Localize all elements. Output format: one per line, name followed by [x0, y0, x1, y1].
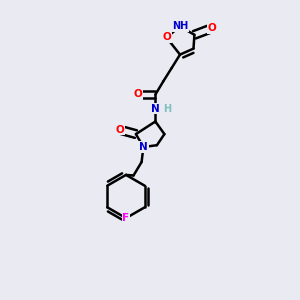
Text: O: O — [207, 23, 216, 33]
Text: N: N — [139, 142, 148, 152]
Text: F: F — [122, 213, 130, 223]
Text: O: O — [115, 124, 124, 135]
Text: NH: NH — [172, 21, 188, 31]
Text: O: O — [133, 89, 142, 100]
Text: O: O — [162, 32, 171, 43]
Text: H: H — [163, 103, 172, 114]
Text: N: N — [151, 103, 160, 114]
